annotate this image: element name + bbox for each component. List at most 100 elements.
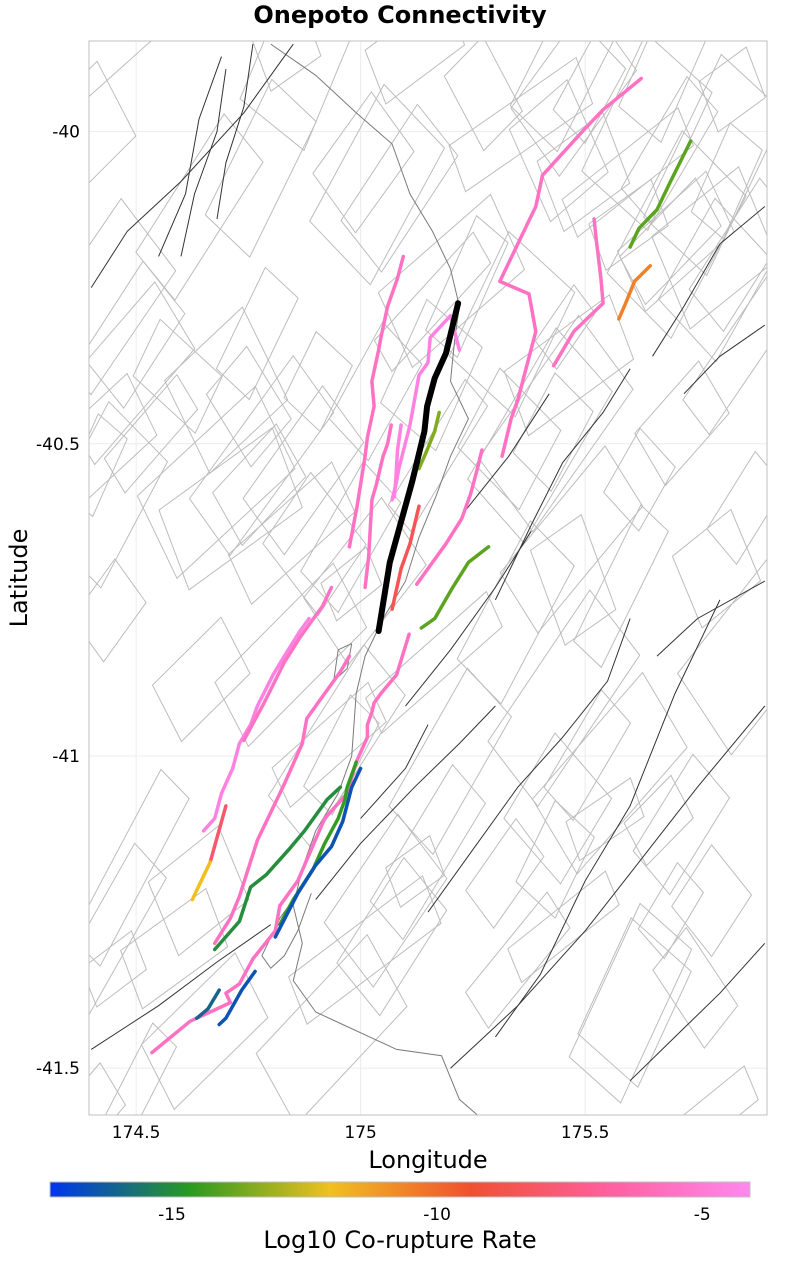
fault-polygon (255, 933, 408, 1115)
fault-polygon (619, 177, 722, 306)
fault-polygon (706, 450, 767, 566)
fault-polygon (588, 178, 669, 272)
fault-polygon (163, 306, 289, 475)
co-rupture-fault-trace (217, 969, 257, 1027)
fault-polygon (477, 314, 634, 533)
colorbar-label: Log10 Co-rupture Rate (263, 1226, 536, 1254)
background-fault-trace (158, 56, 222, 257)
fault-polygon (369, 763, 487, 941)
fault-polygon (119, 887, 229, 1010)
co-rupture-fault-trace (392, 423, 403, 499)
background-fault-trace (427, 618, 631, 913)
coastline-segment (270, 43, 479, 1115)
fault-polygon (623, 774, 694, 867)
fault-polygon (158, 427, 303, 591)
fault-polygon (577, 917, 692, 1089)
colorbar (49, 1181, 751, 1198)
co-rupture-fault-trace (278, 760, 358, 927)
co-rupture-fault-trace (363, 423, 393, 590)
fault-polygon (671, 508, 762, 629)
fault-polygon (212, 423, 307, 547)
y-axis-label: Latitude (5, 529, 33, 628)
fault-polygon (503, 732, 613, 885)
fault-polygon (552, 41, 627, 144)
fault-polygon (323, 813, 448, 988)
fault-polygon (89, 930, 148, 1008)
background-faults-layer (90, 43, 766, 1082)
fault-polygon (651, 165, 767, 330)
fault-polygon (632, 753, 731, 896)
co-rupture-fault-trace (628, 139, 693, 249)
co-rupture-fault-trace (190, 860, 212, 902)
background-fault-trace (683, 324, 766, 395)
fault-polygon (89, 372, 158, 499)
colorbar-tick-label: -10 (423, 1205, 451, 1225)
fault-polygon (676, 558, 767, 756)
fault-polygon (283, 330, 353, 433)
fault-polygon (140, 952, 269, 1111)
fault-polygon (529, 513, 617, 646)
background-fault-trace (90, 924, 272, 1050)
colorbar-tick-label: -5 (694, 1205, 711, 1225)
background-fault-trace (405, 530, 532, 707)
fault-polygon (637, 861, 705, 960)
fault-polygon (215, 266, 299, 401)
fault-polygon (515, 799, 595, 919)
fault-polygon (561, 107, 695, 238)
fault-polygon (204, 78, 317, 258)
co-rupture-fault-trace (195, 988, 221, 1020)
fault-polygon (214, 562, 368, 748)
fault-polygon (151, 616, 251, 743)
fault-polygon (132, 318, 223, 435)
fault-polygon (262, 471, 367, 617)
y-tick-label: -40.5 (36, 435, 80, 455)
fault-polygon (227, 461, 356, 606)
fault-polygon (136, 385, 296, 580)
fault-polygon (303, 496, 427, 666)
fault-polygon (89, 197, 177, 396)
co-rupture-fault-trace (212, 654, 352, 946)
fault-polygon (536, 112, 631, 233)
co-rupture-fault-trace (208, 804, 228, 864)
co-rupture-faults-layer (150, 76, 693, 1055)
fault-polygon (287, 875, 442, 1025)
background-fault-trace (360, 724, 429, 819)
fault-polygon (89, 413, 128, 518)
fault-polygon (456, 520, 575, 705)
co-rupture-fault-trace (617, 264, 653, 321)
co-rupture-fault-trace (347, 254, 406, 549)
fault-polygon (364, 41, 466, 105)
y-axis-ticks: -40 -40.5 -41 -41.5 (36, 123, 80, 1080)
fault-polygon (89, 842, 168, 1016)
plot-frame (88, 40, 768, 1116)
x-tick-label: 174.5 (112, 1123, 161, 1143)
co-rupture-fault-trace (212, 785, 343, 952)
fault-polygon (312, 91, 415, 234)
fault-polygon (135, 113, 264, 302)
x-axis-label: Longitude (368, 1146, 487, 1174)
fault-polygon (239, 41, 351, 152)
fault-polygon (89, 558, 147, 663)
fault-polygon (509, 41, 614, 153)
co-rupture-fault-trace (417, 410, 441, 471)
fault-polygon (89, 400, 169, 589)
fault-polygon (89, 1062, 127, 1115)
fault-polygon (271, 681, 387, 809)
background-fault-trace (494, 599, 721, 1038)
fault-polygon (543, 689, 632, 822)
background-fault-trace (90, 43, 294, 288)
fault-polygon (443, 41, 523, 152)
coastline-segment (261, 893, 312, 970)
co-rupture-fault-trace (390, 504, 421, 611)
fault-polygon (603, 427, 676, 532)
fault-polygon (499, 445, 644, 634)
fault-polygon (503, 294, 635, 437)
fault-polygon (103, 373, 199, 494)
fault-polygon (634, 360, 730, 487)
fault-polygon (379, 298, 483, 452)
y-tick-label: -41 (52, 747, 80, 767)
fault-polygon (581, 41, 713, 232)
onepoto-fault-trace (375, 300, 462, 635)
co-rupture-fault-trace (498, 76, 644, 458)
fault-polygon (242, 385, 365, 556)
